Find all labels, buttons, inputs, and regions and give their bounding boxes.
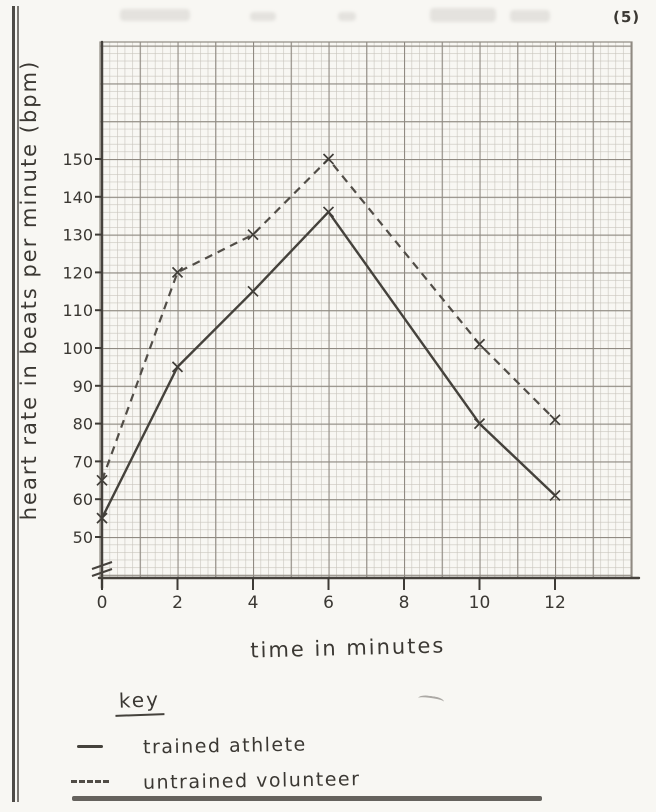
data-point-marker xyxy=(171,361,184,373)
page-margin-line xyxy=(12,6,15,802)
series-layer xyxy=(96,153,561,524)
legend-label: trained athlete xyxy=(142,733,307,759)
data-point-marker xyxy=(549,414,561,426)
data-point-marker xyxy=(549,489,561,502)
data-point-marker xyxy=(473,338,486,350)
data-point-marker xyxy=(247,228,259,241)
series-line xyxy=(100,210,556,519)
y-tick-label: 110 xyxy=(62,301,93,320)
x-tick-label: 8 xyxy=(399,593,410,613)
data-point-marker xyxy=(473,417,486,430)
series-dashed xyxy=(96,153,561,486)
axes xyxy=(91,40,641,590)
bleed-through-smudge xyxy=(338,12,356,21)
y-axis-title: heart rate in beats per minute (bpm) xyxy=(17,60,41,521)
data-point-marker xyxy=(322,206,335,218)
y-ticks: 50 60 70 80 90 100 110 120 130 140 150 xyxy=(62,150,102,547)
x-tick-label: 4 xyxy=(248,593,259,613)
y-tick-label: 130 xyxy=(62,226,93,245)
y-tick-label: 60 xyxy=(73,490,93,509)
data-point-marker xyxy=(322,153,335,165)
series-solid xyxy=(96,206,561,524)
series-line xyxy=(100,157,556,481)
x-tick-label: 2 xyxy=(172,593,183,613)
y-tick-label: 100 xyxy=(62,339,93,358)
bleed-through-smudge xyxy=(510,10,550,22)
y-tick-label: 80 xyxy=(73,415,93,434)
legend-label: untrained volunteer xyxy=(142,768,361,794)
bleed-through-smudge xyxy=(250,12,276,21)
dashed-line-icon xyxy=(62,779,117,783)
x-tick-label: 6 xyxy=(323,593,334,613)
x-tick-label: 12 xyxy=(544,593,566,613)
y-tick-label: 120 xyxy=(62,263,93,282)
data-point-marker xyxy=(96,512,108,524)
legend-item-untrained-volunteer: untrained volunteer xyxy=(62,768,361,794)
x-tick-label: 10 xyxy=(469,593,491,613)
legend-title: key xyxy=(114,687,165,717)
x-axis-title: time in minutes xyxy=(250,633,446,662)
scan-edge-artifact xyxy=(72,796,542,801)
y-tick-label: 150 xyxy=(62,150,93,169)
y-tick-label: 70 xyxy=(73,452,93,471)
data-point-marker xyxy=(171,266,184,279)
y-tick-label: 50 xyxy=(73,528,93,547)
x-ticks: 0 2 4 6 8 10 12 xyxy=(97,578,566,613)
legend-item-trained-athlete: trained athlete xyxy=(62,733,307,759)
data-point-marker xyxy=(96,474,108,486)
page-margin-line-inner xyxy=(17,6,19,802)
bleed-through-smudge xyxy=(120,9,190,21)
data-point-marker xyxy=(247,285,259,297)
y-tick-label: 90 xyxy=(73,377,93,396)
x-tick-label: 0 xyxy=(97,593,108,613)
y-axis-break-icon xyxy=(91,561,113,577)
y-tick-label: 140 xyxy=(62,188,93,207)
solid-line-icon xyxy=(62,744,117,748)
bleed-through-smudge xyxy=(430,8,496,22)
